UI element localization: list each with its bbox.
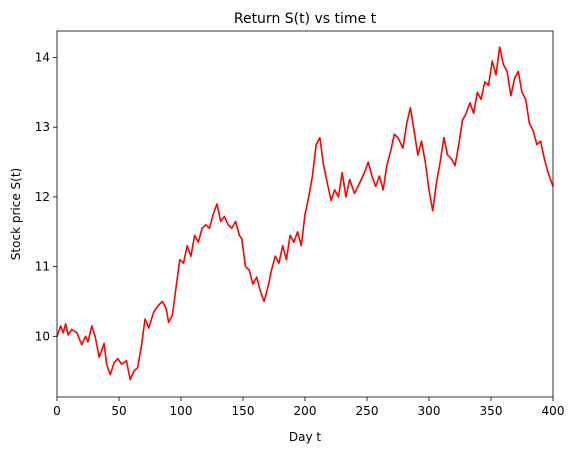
x-tick-label: 150 <box>232 404 255 418</box>
x-tick-label: 400 <box>542 404 565 418</box>
y-tick-label: 13 <box>35 120 50 134</box>
x-tick-label: 100 <box>170 404 193 418</box>
y-tick-label: 11 <box>35 260 50 274</box>
plot-series <box>56 46 554 381</box>
chart-title: Return S(t) vs time t <box>234 11 377 27</box>
y-axis: 10 11 12 13 14 <box>35 50 57 343</box>
x-tick-label: 0 <box>53 404 61 418</box>
series-line-0 <box>56 46 554 381</box>
x-axis: 0 50 100 150 200 250 300 350 400 <box>53 397 564 418</box>
x-tick-label: 250 <box>356 404 379 418</box>
y-axis-label: Stock price S(t) <box>9 168 23 260</box>
y-tick-label: 10 <box>35 329 50 343</box>
x-axis-label: Day t <box>289 430 322 444</box>
x-tick-label: 50 <box>111 404 126 418</box>
x-tick-label: 200 <box>294 404 317 418</box>
x-tick-label: 350 <box>480 404 503 418</box>
y-tick-label: 12 <box>35 190 50 204</box>
y-tick-label: 14 <box>35 50 50 64</box>
x-tick-label: 300 <box>418 404 441 418</box>
